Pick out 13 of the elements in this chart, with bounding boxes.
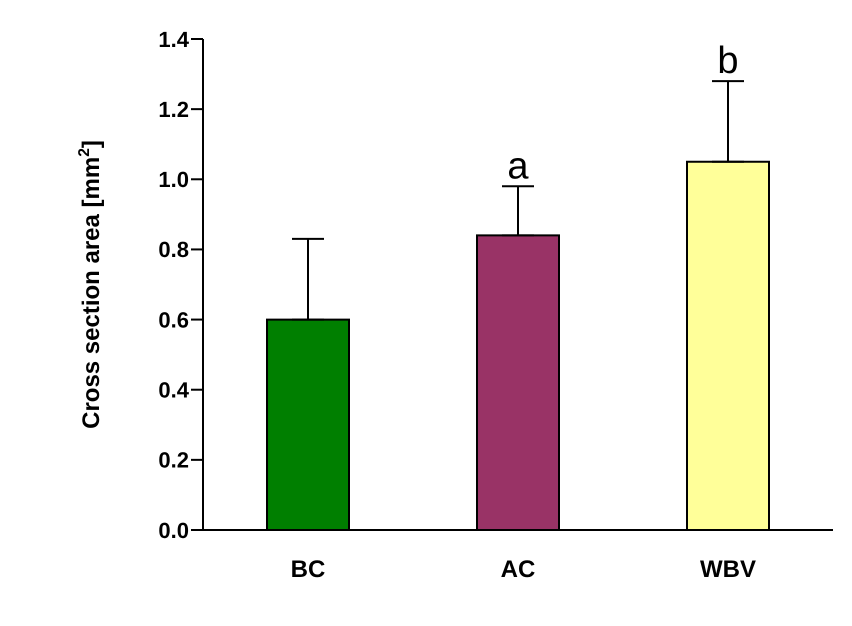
- y-tick-label: 0.0: [158, 518, 189, 543]
- x-tick-label: BC: [290, 556, 326, 584]
- y-tick-label: 1.2: [158, 96, 189, 122]
- y-tick-label: 0.2: [158, 448, 189, 473]
- y-tick-label: 1.0: [158, 167, 189, 192]
- y-tick-label: 0.8: [158, 237, 189, 262]
- annotation: a: [507, 145, 530, 188]
- x-tick-label: AC: [500, 556, 536, 584]
- annotation: b: [717, 40, 739, 82]
- y-tick-label: 0.4: [158, 378, 190, 403]
- y-tick-label: 1.4: [158, 26, 190, 52]
- y-tick-label: 0.6: [158, 307, 189, 332]
- x-tick-label: WBV: [700, 556, 756, 584]
